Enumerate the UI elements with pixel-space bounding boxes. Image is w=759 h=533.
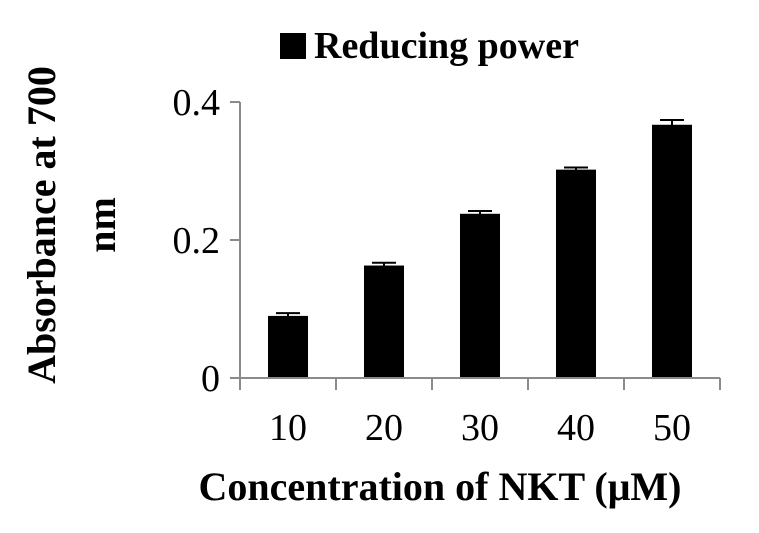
legend-swatch bbox=[280, 33, 306, 59]
y-axis-title-line-2: nm bbox=[79, 197, 124, 253]
y-tick-label: 0.4 bbox=[173, 82, 221, 124]
y-tick-label: 0 bbox=[201, 358, 220, 400]
y-tick-label: 0.2 bbox=[173, 220, 221, 262]
legend: Reducing power bbox=[280, 25, 579, 67]
axes bbox=[239, 102, 720, 379]
bar bbox=[460, 213, 500, 378]
bar bbox=[268, 315, 308, 378]
bars bbox=[268, 124, 692, 379]
bar bbox=[556, 169, 596, 378]
y-axis-ticks: 0 0.2 0.4 bbox=[173, 82, 240, 400]
x-axis-ticks: 10 20 30 40 50 bbox=[239, 378, 721, 449]
x-tick-label: 30 bbox=[461, 407, 499, 449]
bar bbox=[652, 124, 692, 379]
x-tick-label: 40 bbox=[557, 407, 595, 449]
y-axis-title-line-1: Absorbance at 700 bbox=[19, 66, 64, 384]
x-axis-title: Concentration of NKT (μM) bbox=[199, 464, 682, 509]
bar bbox=[364, 265, 404, 378]
y-axis-title: Absorbance at 700 nm bbox=[19, 66, 124, 384]
legend-label: Reducing power bbox=[314, 25, 579, 67]
x-tick-label: 10 bbox=[269, 407, 307, 449]
x-tick-label: 50 bbox=[653, 407, 691, 449]
x-tick-label: 20 bbox=[365, 407, 403, 449]
error-bars bbox=[276, 118, 684, 319]
